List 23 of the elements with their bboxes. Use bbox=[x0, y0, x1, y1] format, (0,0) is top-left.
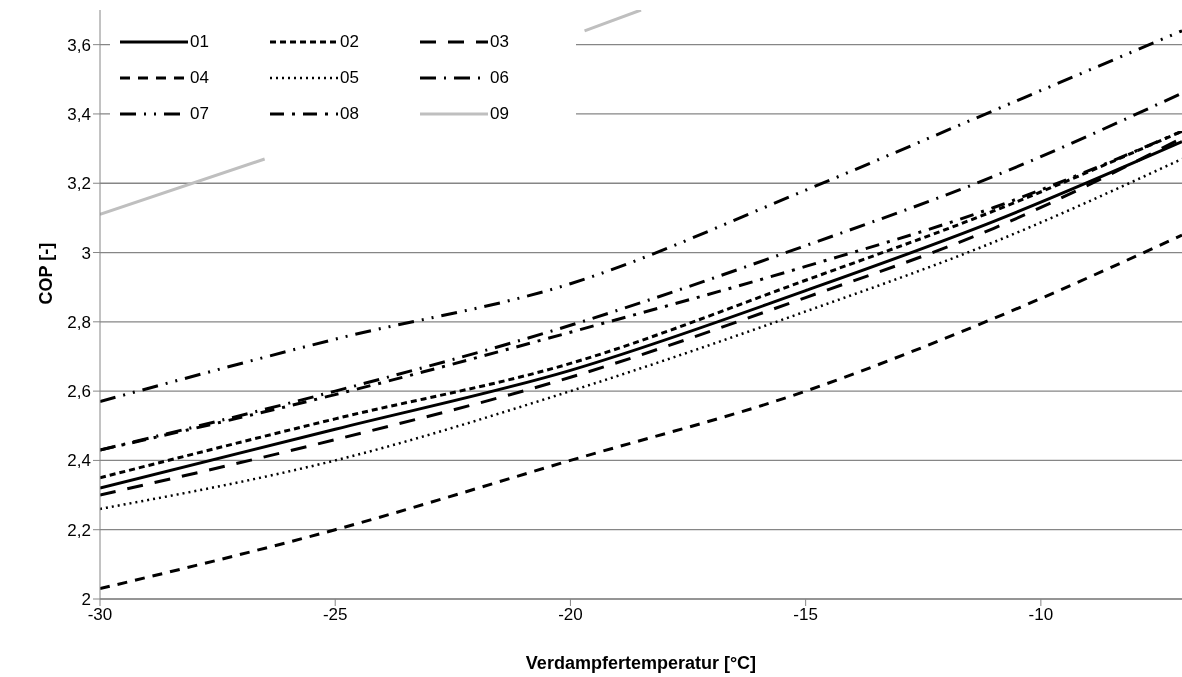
legend-label: 07 bbox=[190, 104, 209, 124]
y-tick-label: 2,4 bbox=[67, 451, 91, 471]
legend-label: 03 bbox=[490, 32, 509, 52]
y-axis-title: COP [-] bbox=[36, 242, 57, 305]
legend-label: 08 bbox=[340, 104, 359, 124]
legend-label: 06 bbox=[490, 68, 509, 88]
x-tick-label: -20 bbox=[558, 605, 583, 625]
y-tick-label: 3,6 bbox=[67, 35, 91, 55]
x-axis-title: Verdampfertemperatur [°C] bbox=[525, 653, 757, 673]
legend-label: 02 bbox=[340, 32, 359, 52]
legend-label: 09 bbox=[490, 104, 509, 124]
legend-label: 04 bbox=[190, 68, 209, 88]
y-tick-label: 2,8 bbox=[67, 312, 91, 332]
y-tick-label: 3 bbox=[81, 243, 91, 263]
legend-label: 01 bbox=[190, 32, 209, 52]
y-tick-label: 2,2 bbox=[67, 520, 91, 540]
legend-label: 05 bbox=[340, 68, 359, 88]
y-tick-label: 3,4 bbox=[67, 104, 91, 124]
x-tick-label: -25 bbox=[322, 605, 348, 625]
y-tick-label: 2,6 bbox=[67, 382, 91, 402]
y-tick-label: 3,2 bbox=[67, 174, 91, 194]
x-tick-label: -10 bbox=[1028, 605, 1054, 625]
x-tick-label: -15 bbox=[793, 605, 818, 625]
